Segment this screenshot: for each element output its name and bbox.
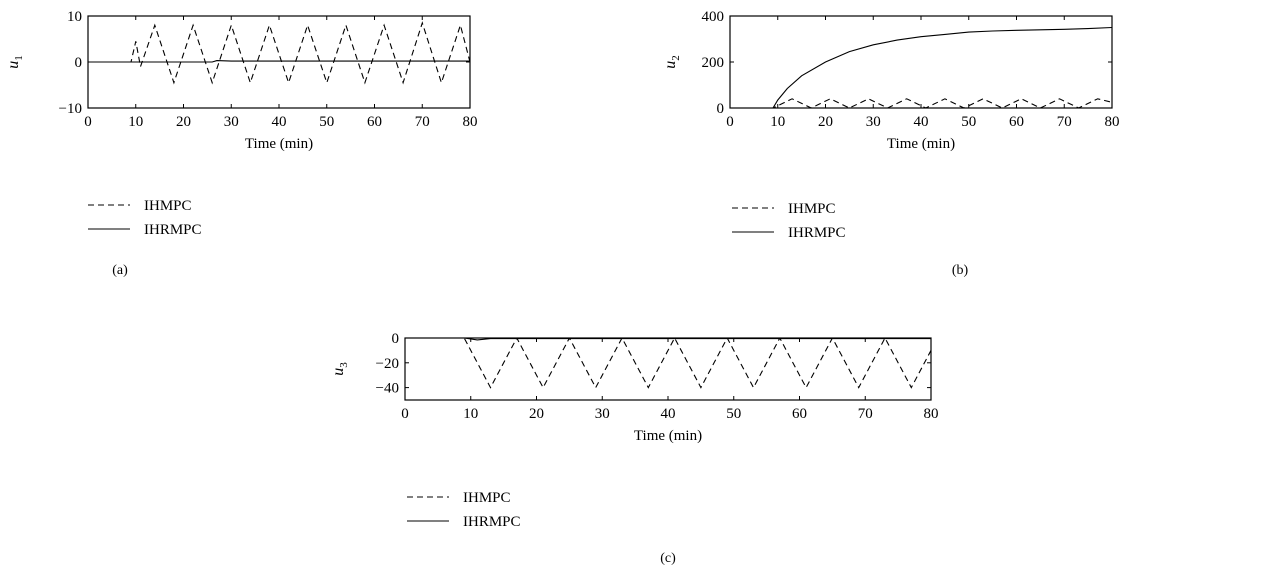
y-tick-label: 0 xyxy=(717,101,725,117)
y-axis-label-subscript: 3 xyxy=(338,362,350,368)
y-tick-label: 200 xyxy=(702,55,725,71)
legend-label-ihrmpc: IHRMPC xyxy=(144,222,202,238)
series-line-ihmpc xyxy=(88,23,470,83)
x-tick-label: 30 xyxy=(866,114,881,130)
x-tick-label: 70 xyxy=(415,114,430,130)
x-tick-label: 70 xyxy=(1057,114,1072,130)
x-tick-label: 0 xyxy=(401,406,409,422)
svg-text:u3: u3 xyxy=(330,362,350,376)
series-line-ihrmpc xyxy=(730,28,1112,109)
x-tick-label: 60 xyxy=(792,406,807,422)
x-tick-label: 30 xyxy=(224,114,239,130)
y-axis-label: u1 xyxy=(5,55,25,69)
y-tick-label: −20 xyxy=(376,356,399,372)
y-tick-label: 0 xyxy=(75,55,83,71)
x-tick-label: 80 xyxy=(463,114,478,130)
legend-label-ihmpc: IHMPC xyxy=(788,201,836,217)
x-tick-label: 50 xyxy=(961,114,976,130)
y-tick-label: 10 xyxy=(67,9,82,25)
plot-frame xyxy=(405,338,931,400)
y-axis-label-base: u xyxy=(330,368,347,376)
x-axis-label: Time (min) xyxy=(887,136,955,152)
y-tick-label: 400 xyxy=(702,9,725,25)
panel-c: 0 10 20 30 40 50 60 70 80 −40 −20 0 Time (min) u3 IHMP… xyxy=(330,331,939,566)
x-tick-label: 40 xyxy=(914,114,929,130)
series-line-ihmpc xyxy=(405,338,931,388)
y-axis-label: u2 xyxy=(662,55,682,69)
x-tick-label: 40 xyxy=(661,406,676,422)
legend-label-ihrmpc: IHRMPC xyxy=(463,514,521,530)
y-axis-label: u3 xyxy=(330,362,350,376)
x-tick-label: 10 xyxy=(463,406,478,422)
x-tick-label: 50 xyxy=(726,406,741,422)
x-tick-label: 60 xyxy=(1009,114,1024,130)
y-axis-label-subscript: 2 xyxy=(670,55,682,61)
y-tick-label: −10 xyxy=(59,101,82,117)
x-tick-label: 50 xyxy=(319,114,334,130)
panel-b: 0 10 20 30 40 50 60 70 80 0 200 400 Time (min) u2 IHMP… xyxy=(662,9,1120,278)
x-tick-label: 20 xyxy=(818,114,833,130)
legend-label-ihmpc: IHMPC xyxy=(144,198,192,214)
x-tick-label: 0 xyxy=(726,114,734,130)
x-tick-label: 30 xyxy=(595,406,610,422)
x-tick-label: 10 xyxy=(128,114,143,130)
x-tick-label: 0 xyxy=(84,114,92,130)
panel-label: (a) xyxy=(112,263,128,278)
x-tick-label: 70 xyxy=(858,406,873,422)
x-tick-label: 10 xyxy=(770,114,785,130)
svg-text:u2: u2 xyxy=(662,55,682,69)
y-axis-label-base: u xyxy=(5,61,22,69)
x-tick-label: 80 xyxy=(1105,114,1120,130)
y-axis-label-subscript: 1 xyxy=(13,55,25,61)
legend-label-ihrmpc: IHRMPC xyxy=(788,225,846,241)
legend-label-ihmpc: IHMPC xyxy=(463,490,511,506)
panel-label: (c) xyxy=(660,551,676,566)
x-tick-label: 60 xyxy=(367,114,382,130)
y-axis-label-base: u xyxy=(662,61,679,69)
x-tick-label: 40 xyxy=(272,114,287,130)
panel-label: (b) xyxy=(952,263,969,278)
series-line-ihrmpc xyxy=(88,61,470,62)
x-axis-label: Time (min) xyxy=(245,136,313,152)
svg-text:u1: u1 xyxy=(5,55,25,69)
x-tick-label: 20 xyxy=(529,406,544,422)
y-tick-label: −40 xyxy=(376,381,399,397)
x-tick-label: 20 xyxy=(176,114,191,130)
x-tick-label: 80 xyxy=(924,406,939,422)
x-axis-label: Time (min) xyxy=(634,428,702,444)
y-tick-label: 0 xyxy=(392,331,400,347)
